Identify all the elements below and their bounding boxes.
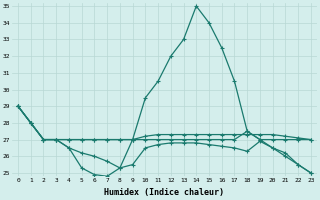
- X-axis label: Humidex (Indice chaleur): Humidex (Indice chaleur): [104, 188, 224, 197]
